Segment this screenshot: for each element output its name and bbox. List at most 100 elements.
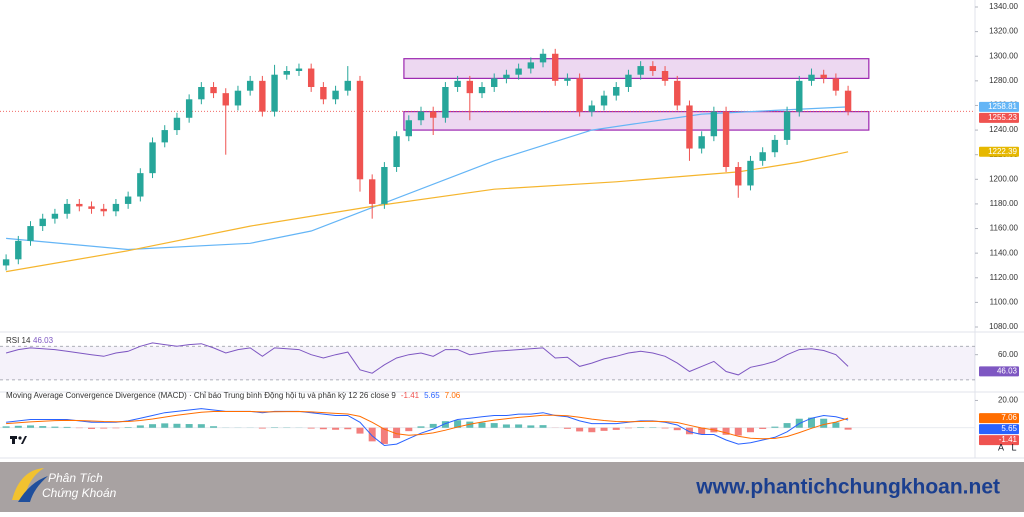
candle-body — [308, 69, 314, 87]
candle-body — [650, 66, 656, 71]
candle-body — [296, 69, 302, 71]
y-tick-label: 1120.00 — [990, 273, 1019, 282]
candle-body — [735, 167, 741, 185]
candle-body — [345, 81, 351, 91]
candle-body — [210, 87, 216, 93]
candle-body — [759, 152, 765, 161]
candle-body — [552, 54, 558, 81]
candle-body — [528, 62, 534, 68]
candle-body — [357, 81, 363, 179]
histogram-bar — [308, 428, 315, 429]
candle-body — [430, 112, 436, 118]
histogram-bar — [100, 428, 107, 429]
histogram-bar — [613, 428, 620, 430]
candle-body — [589, 105, 595, 111]
candle-body — [747, 161, 753, 186]
candle-body — [259, 81, 265, 112]
axis-value-label: 1255.23 — [988, 113, 1017, 122]
brand-line: Chứng Khoán — [42, 486, 117, 500]
histogram-bar — [15, 426, 22, 428]
indicator-title: RSI 14 — [6, 336, 31, 345]
histogram-bar — [417, 426, 424, 427]
histogram-bar — [662, 428, 669, 429]
candle-body — [15, 241, 21, 259]
histogram-bar — [39, 426, 46, 428]
histogram-bar — [771, 427, 778, 428]
histogram-bar — [527, 425, 534, 427]
histogram-bar — [88, 428, 95, 429]
candle-body — [723, 112, 729, 167]
indicator-value: 7.06 — [445, 391, 461, 400]
histogram-bar — [735, 428, 742, 436]
candle-body — [198, 87, 204, 99]
histogram-bar — [832, 422, 839, 427]
histogram-bar — [479, 423, 486, 428]
indicator-value: 46.03 — [33, 336, 54, 345]
candle-body — [332, 91, 338, 100]
axis-value-label: 1222.39 — [988, 147, 1017, 156]
candle-body — [808, 75, 814, 81]
candle-body — [174, 118, 180, 130]
rsi-band — [0, 346, 975, 380]
histogram-bar — [320, 428, 327, 430]
candle-body — [320, 87, 326, 99]
candle-body — [540, 54, 546, 63]
scale-control[interactable]: L — [1011, 442, 1016, 452]
histogram-bar — [3, 426, 10, 427]
candle-body — [76, 204, 82, 206]
y-tick-label: 1080.00 — [989, 322, 1018, 331]
y-tick-label: 1100.00 — [990, 297, 1019, 306]
candle-body — [711, 112, 717, 137]
histogram-bar — [173, 424, 180, 428]
candle-body — [223, 93, 229, 105]
candle-body — [101, 209, 107, 211]
candle-body — [625, 75, 631, 87]
scale-control[interactable]: A — [998, 442, 1004, 452]
candle-body — [442, 87, 448, 118]
y-tick-label: 1160.00 — [990, 224, 1019, 233]
histogram-bar — [125, 427, 132, 428]
indicator-value: 5.65 — [424, 391, 440, 400]
histogram-bar — [564, 428, 571, 429]
histogram-bar — [503, 424, 510, 427]
candle-body — [64, 204, 70, 214]
candle-body — [113, 204, 119, 211]
histogram-bar — [186, 424, 193, 428]
indicator-value: -1.41 — [401, 391, 420, 400]
zone — [404, 59, 869, 79]
histogram-bar — [784, 423, 791, 428]
candle-body — [772, 140, 778, 152]
axis-value-label: 5.65 — [1001, 424, 1017, 433]
y-tick-label: 1320.00 — [989, 27, 1018, 36]
y-tick-label: 1340.00 — [989, 2, 1018, 11]
candle-body — [845, 91, 851, 112]
candle-body — [674, 81, 680, 106]
candle-body — [491, 78, 497, 87]
website-url[interactable]: www.phantichchungkhoan.net — [695, 476, 1000, 499]
candle-body — [576, 78, 582, 111]
candle-body — [235, 91, 241, 106]
histogram-bar — [259, 428, 266, 429]
histogram-bar — [161, 423, 168, 427]
histogram-bar — [540, 425, 547, 428]
candle-body — [284, 71, 290, 75]
histogram-bar — [64, 427, 71, 428]
candle-body — [515, 69, 521, 75]
candle-body — [601, 96, 607, 106]
candle-body — [613, 87, 619, 96]
indicator-title: Moving Average Convergence Divergence (M… — [6, 391, 396, 400]
candle-body — [3, 259, 9, 265]
histogram-bar — [491, 423, 498, 428]
histogram-bar — [759, 428, 766, 429]
axis-value-label: 46.03 — [997, 367, 1018, 376]
axis-value-label: 7.06 — [1001, 413, 1017, 422]
candle-body — [27, 226, 33, 241]
histogram-bar — [588, 428, 595, 433]
candle-body — [479, 87, 485, 93]
y-tick-label: 1280.00 — [989, 76, 1018, 85]
candle-body — [52, 214, 58, 219]
histogram-bar — [198, 424, 205, 428]
candle-body — [162, 130, 168, 142]
candle-body — [662, 71, 668, 81]
histogram-bar — [344, 428, 351, 430]
